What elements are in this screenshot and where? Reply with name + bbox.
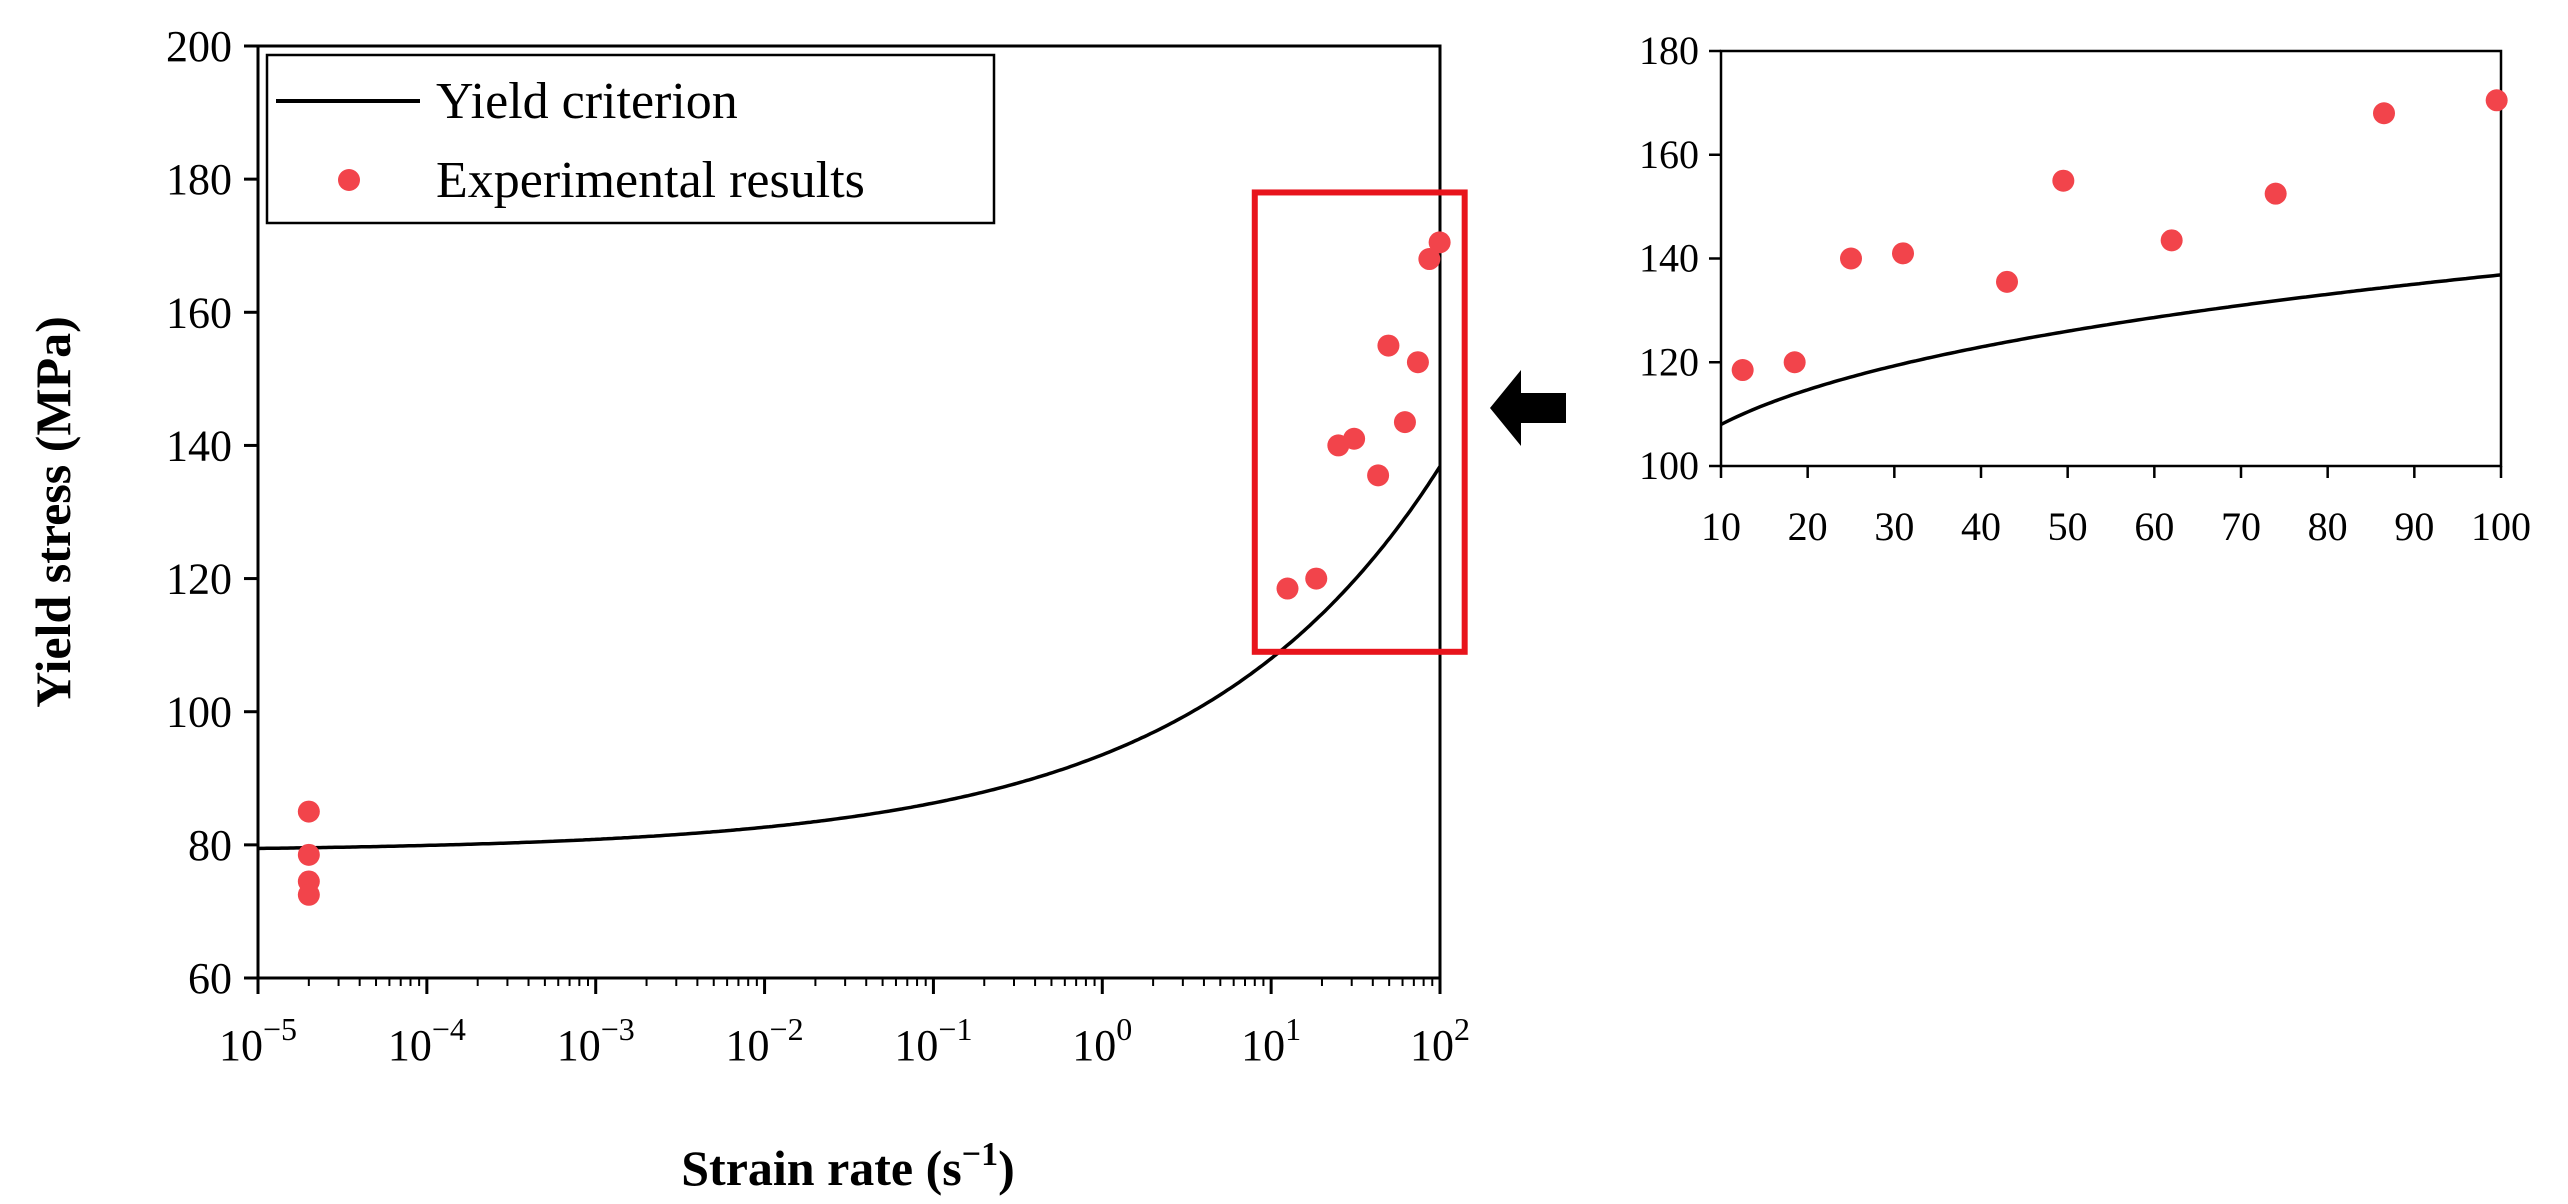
tick-exponent: −1 xyxy=(938,1011,972,1047)
main-x-tick-label: 10−5 xyxy=(219,1011,297,1070)
legend: Yield criterion Experimental results xyxy=(265,53,996,225)
main-data-point xyxy=(1406,351,1429,374)
tick-base: 10 xyxy=(894,1021,938,1070)
main-x-tick-label: 101 xyxy=(1241,1011,1301,1070)
main-y-tick-label: 140 xyxy=(166,421,232,470)
x-axis-label-main: Strain rate (s xyxy=(681,1140,962,1196)
main-y-tick-label: 80 xyxy=(188,821,232,870)
inset-data-point xyxy=(1892,242,1914,265)
arrow-icon xyxy=(1490,370,1566,446)
inset-x-tick-label: 30 xyxy=(1874,504,1914,549)
main-data-point xyxy=(297,800,320,823)
tick-base: 10 xyxy=(388,1021,432,1070)
main-x-tick-label: 10−2 xyxy=(726,1011,804,1070)
main-data-point xyxy=(1377,334,1400,357)
legend-label-experimental-results: Experimental results xyxy=(436,152,865,209)
main-x-tick-label: 100 xyxy=(1072,1011,1132,1070)
main-data-point xyxy=(297,883,320,906)
main-data-points xyxy=(297,231,1451,906)
main-x-tick-label: 10−3 xyxy=(557,1011,635,1070)
x-axis-label-end: ) xyxy=(998,1140,1015,1196)
legend-label-yield-criterion: Yield criterion xyxy=(436,73,738,130)
inset-data-point xyxy=(2052,169,2075,192)
inset-data-point xyxy=(2264,182,2287,205)
tick-base: 10 xyxy=(1241,1021,1285,1070)
main-data-point xyxy=(1367,464,1390,487)
inset-y-tick-label: 140 xyxy=(1639,236,1699,281)
tick-base: 10 xyxy=(1072,1021,1116,1070)
main-x-axis: 10−5 10−4 10−3 10−2 10−1 100 101 102 xyxy=(219,978,1470,1070)
tick-exponent: 2 xyxy=(1454,1011,1470,1047)
inset-chart: 10 20 30 40 50 60 70 80 90 100 100 120 140 160 180 xyxy=(1639,28,2531,549)
main-y-tick-label: 160 xyxy=(166,288,232,337)
inset-x-tick-label: 10 xyxy=(1701,504,1741,549)
inset-x-tick-label: 60 xyxy=(2134,504,2174,549)
inset-y-tick-label: 160 xyxy=(1639,132,1699,177)
tick-exponent: −2 xyxy=(770,1011,804,1047)
inset-x-tick-label: 40 xyxy=(1961,504,2001,549)
tick-base: 10 xyxy=(1410,1021,1454,1070)
legend-marker-swatch xyxy=(338,169,360,191)
inset-data-point xyxy=(1731,359,1754,382)
main-y-tick-label: 120 xyxy=(166,555,232,604)
main-x-tick-label: 10−4 xyxy=(388,1011,466,1070)
inset-data-point xyxy=(2160,229,2183,252)
main-x-tick-label: 102 xyxy=(1410,1011,1470,1070)
main-data-point xyxy=(1343,427,1366,450)
inset-x-tick-label: 20 xyxy=(1788,504,1828,549)
inset-x-axis: 10 20 30 40 50 60 70 80 90 100 xyxy=(1701,466,2531,549)
main-y-axis-label: Yield stress (MPa) xyxy=(25,316,81,708)
main-data-point xyxy=(1418,248,1441,271)
tick-exponent: −3 xyxy=(601,1011,635,1047)
inset-y-axis: 100 120 140 160 180 xyxy=(1639,28,1721,488)
zoom-box xyxy=(1251,189,1468,655)
main-data-point xyxy=(1305,567,1328,590)
main-plot-frame xyxy=(256,44,1442,980)
inset-data-point xyxy=(2485,89,2508,112)
tick-exponent: 1 xyxy=(1285,1011,1301,1047)
main-y-axis: 60 80 100 120 140 160 180 200 xyxy=(166,22,258,1003)
x-axis-label-sup: −1 xyxy=(962,1136,998,1173)
inset-y-tick-label: 120 xyxy=(1639,339,1699,384)
main-y-tick-label: 180 xyxy=(166,155,232,204)
main-data-point xyxy=(297,843,320,866)
yield-criterion-line xyxy=(257,465,1442,851)
tick-exponent: −5 xyxy=(263,1011,297,1047)
inset-data-point xyxy=(1840,247,1862,270)
tick-exponent: 0 xyxy=(1116,1011,1132,1047)
main-data-point xyxy=(1393,411,1416,434)
tick-base: 10 xyxy=(557,1021,601,1070)
inset-y-tick-label: 180 xyxy=(1639,28,1699,73)
inset-yield-criterion-line xyxy=(1720,273,2502,427)
inset-x-tick-label: 100 xyxy=(2471,504,2531,549)
inset-x-tick-label: 50 xyxy=(2048,504,2088,549)
main-y-tick-label: 60 xyxy=(188,954,232,1003)
main-data-point xyxy=(1276,577,1299,600)
tick-base: 10 xyxy=(726,1021,770,1070)
main-y-tick-label: 200 xyxy=(166,22,232,71)
main-x-tick-label: 10−1 xyxy=(894,1011,972,1070)
inset-y-tick-label: 100 xyxy=(1639,443,1699,488)
inset-data-point xyxy=(1996,270,2018,293)
tick-exponent: −4 xyxy=(432,1011,466,1047)
main-chart: 10−5 10−4 10−3 10−2 10−1 100 101 102 6080100120… xyxy=(25,22,1470,1196)
main-x-axis-label: Strain rate (s−1) xyxy=(681,1136,1015,1196)
tick-base: 10 xyxy=(219,1021,263,1070)
inset-x-tick-label: 90 xyxy=(2394,504,2434,549)
legend-frame xyxy=(265,53,996,225)
main-data-point xyxy=(1428,231,1451,254)
inset-x-tick-label: 70 xyxy=(2221,504,2261,549)
inset-data-point xyxy=(1783,351,1806,374)
inset-x-tick-label: 80 xyxy=(2308,504,2348,549)
main-y-tick-label: 100 xyxy=(166,688,232,737)
inset-data-points xyxy=(1731,89,2508,382)
inset-data-point xyxy=(2373,102,2395,125)
